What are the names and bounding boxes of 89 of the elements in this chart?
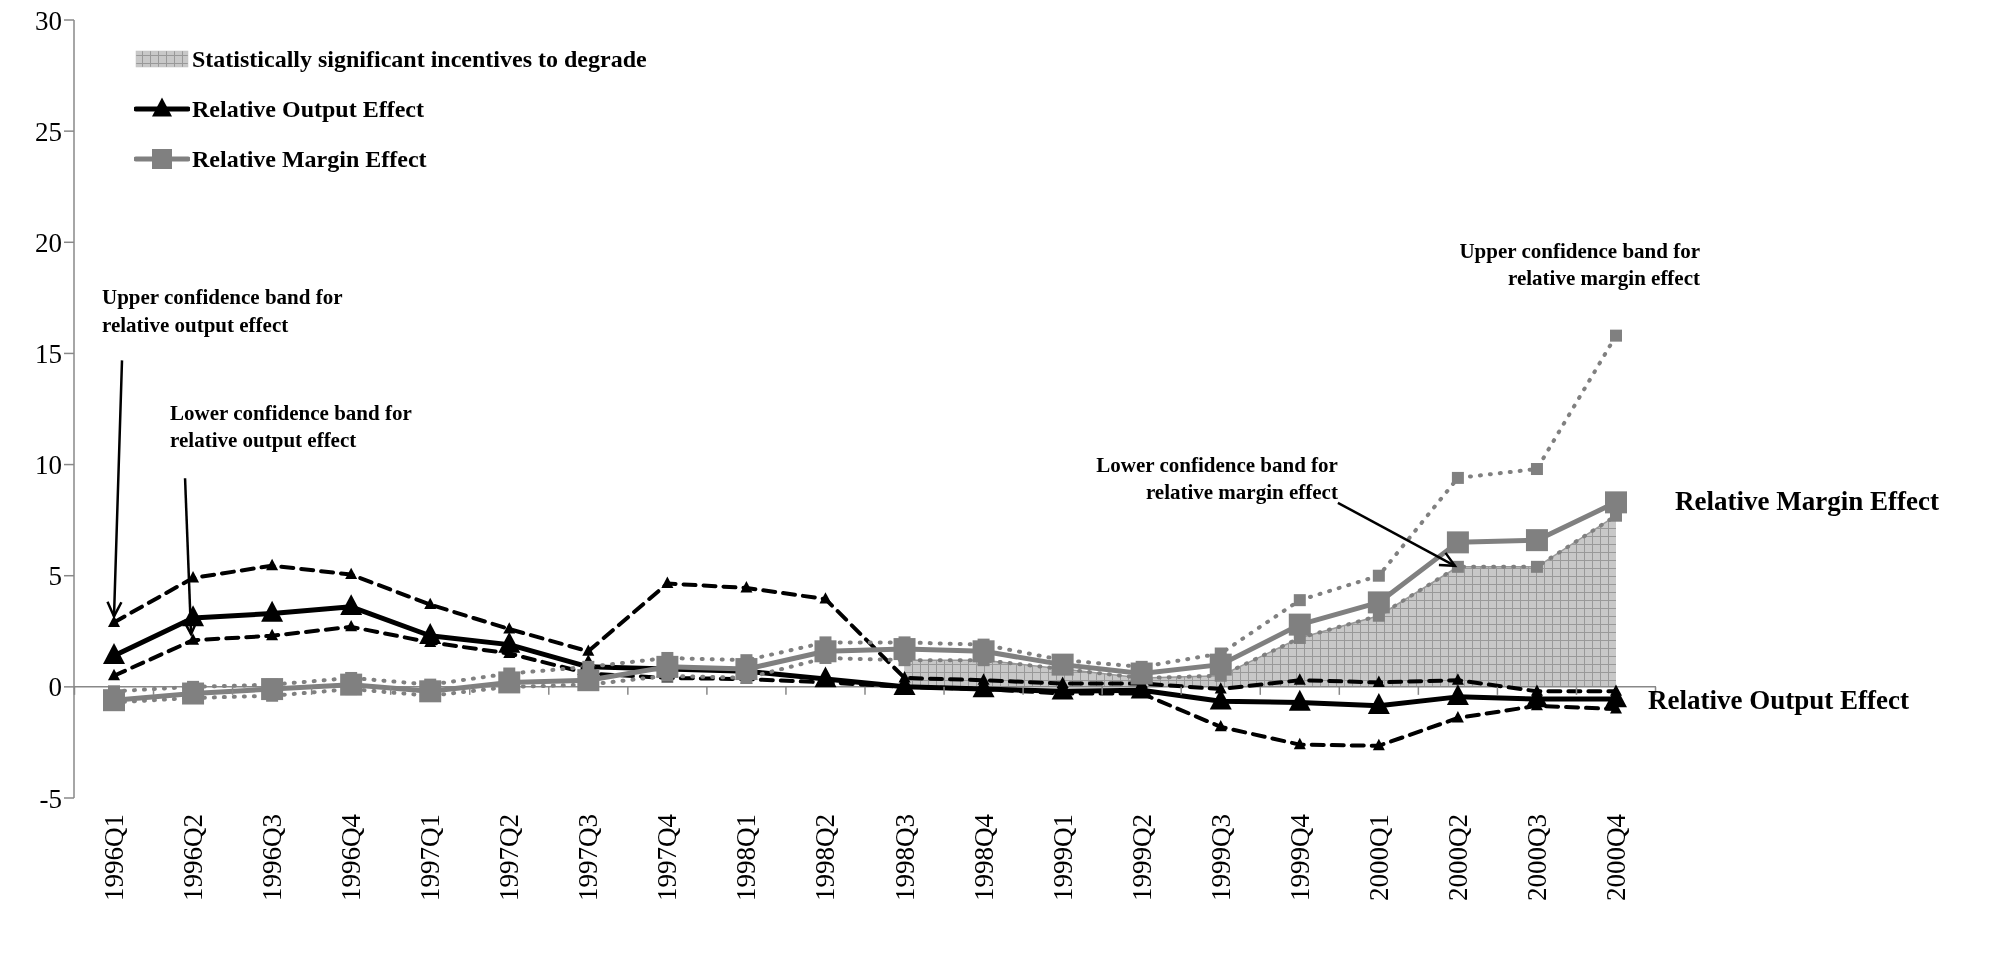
point <box>1367 693 1390 714</box>
point <box>1451 673 1464 685</box>
point <box>1372 569 1385 582</box>
point <box>1530 560 1543 573</box>
point <box>1530 463 1543 476</box>
point <box>1525 529 1548 552</box>
y-tick-label: 10 <box>35 450 62 481</box>
x-tick-label: 2000Q2 <box>1442 814 1473 901</box>
point <box>419 680 442 703</box>
point <box>661 576 674 588</box>
y-tick-label: 20 <box>35 227 62 258</box>
point <box>266 558 279 571</box>
point <box>819 592 832 604</box>
point <box>814 640 837 663</box>
y-tick-label: 0 <box>48 672 62 703</box>
x-tick-label: 1996Q4 <box>336 813 367 901</box>
point <box>740 581 753 593</box>
x-tick-label: 1999Q4 <box>1284 813 1315 901</box>
legend-label: Statistically significant incentives to degrade <box>192 45 647 73</box>
x-tick-label: 1999Q1 <box>1047 814 1078 901</box>
annotation: Relative Output Effect <box>1648 685 1909 716</box>
x-tick-label: 2000Q3 <box>1521 814 1552 901</box>
point <box>498 671 521 694</box>
point <box>340 673 363 696</box>
x-tick-label: 1997Q3 <box>573 814 604 901</box>
point <box>1293 673 1306 685</box>
point <box>1367 591 1390 614</box>
y-tick-label: 5 <box>48 561 62 592</box>
point <box>1446 684 1469 706</box>
x-tick-label: 1997Q2 <box>494 814 525 901</box>
x-tick-label: 1996Q1 <box>99 814 129 901</box>
x-tick-label: 1998Q3 <box>889 814 920 901</box>
point <box>582 644 595 656</box>
point <box>1214 719 1227 732</box>
point <box>577 669 600 692</box>
annotation: Relative Margin Effect <box>1675 486 1939 517</box>
point <box>103 689 125 712</box>
x-tick-label: 1999Q2 <box>1126 814 1157 901</box>
x-tick-label: 1999Q3 <box>1205 814 1236 901</box>
y-tick-label: -5 <box>39 783 62 814</box>
y-tick-label: 15 <box>35 339 62 370</box>
point <box>1451 471 1464 484</box>
point <box>103 643 125 664</box>
x-tick-label: 2000Q4 <box>1601 813 1631 901</box>
x-tick-label: 1998Q2 <box>810 814 841 901</box>
point <box>424 597 437 610</box>
point <box>1293 594 1306 607</box>
x-tick-label: 1998Q4 <box>968 813 999 901</box>
point <box>182 682 205 705</box>
annotation: Upper confidence band for relative output effect <box>102 285 343 337</box>
point <box>1451 711 1464 723</box>
point <box>340 594 363 616</box>
point <box>1288 689 1311 711</box>
y-tick-label: 30 <box>35 5 62 36</box>
legend-label: Relative Margin Effect <box>192 145 427 173</box>
point <box>345 567 358 580</box>
x-tick-label: 1996Q3 <box>257 814 288 901</box>
point <box>108 668 120 681</box>
point <box>893 638 916 661</box>
point <box>1293 737 1306 750</box>
annotation: Upper confidence band for relative margin effect <box>1459 238 1701 290</box>
point <box>1605 491 1627 514</box>
point <box>419 623 442 644</box>
point <box>1130 662 1153 685</box>
legend-label: Relative Output Effect <box>192 95 424 123</box>
x-tick-label: 2000Q1 <box>1363 814 1394 901</box>
annotation: Lower confidence band for relative output effect <box>170 401 412 453</box>
point <box>1610 329 1622 342</box>
point <box>1372 675 1385 687</box>
annotation: Lower confidence band for relative margin effect <box>1096 452 1338 505</box>
x-tick-label: 1998Q1 <box>731 814 762 901</box>
point <box>187 633 200 645</box>
point <box>1446 531 1469 554</box>
point <box>972 640 995 663</box>
y-tick-label: 25 <box>35 116 62 147</box>
point <box>1051 653 1074 676</box>
point <box>498 631 521 653</box>
x-tick-label: 1996Q2 <box>178 814 209 901</box>
point <box>261 678 284 701</box>
x-tick-label: 1997Q4 <box>652 813 683 901</box>
point <box>345 619 358 632</box>
point <box>261 600 284 622</box>
point <box>814 666 837 688</box>
point <box>503 622 516 634</box>
point <box>1209 653 1232 676</box>
point <box>266 628 279 641</box>
point <box>1288 613 1311 636</box>
x-tick-label: 1997Q1 <box>415 814 446 901</box>
point <box>1372 738 1385 751</box>
